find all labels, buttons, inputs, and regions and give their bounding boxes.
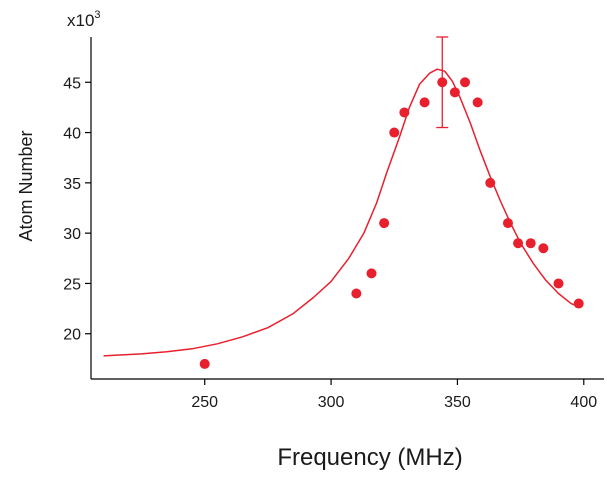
y-multiplier-exponent: 3 [94,9,100,21]
x-tick-label: 250 [191,394,218,411]
data-point [472,97,483,108]
y-tick-label: 30 [63,226,81,243]
y-tick-label: 35 [63,176,81,193]
y-multiplier-base: x10 [67,11,94,30]
y-axis-title: Atom Number [16,130,36,241]
x-axis-title: Frequency (MHz) [277,444,462,471]
x-tick-label: 350 [444,394,471,411]
axes [90,37,604,380]
data-point [437,77,448,88]
data-point [485,177,496,188]
data-point [351,288,362,299]
data-point [525,238,536,249]
data-point [573,298,584,309]
data-point [399,107,410,118]
data-point [449,87,460,98]
x-tick-label: 400 [570,394,597,411]
data-point [538,243,549,254]
data-point [419,97,430,108]
x-ticks: 250 300 350 400 [191,379,597,411]
y-ticks: 20 25 30 35 40 45 [63,75,91,344]
fit-curve [103,68,579,357]
data-point [553,278,564,289]
data-point [502,218,513,229]
data-point [389,127,400,138]
y-tick-label: 40 [63,126,81,143]
y-tick-label: 20 [63,327,81,344]
data-point [460,77,471,88]
fit-curve-layer [103,68,579,357]
x-tick-label: 300 [318,394,345,411]
data-points-layer [199,77,584,369]
data-point [366,268,377,279]
data-point [513,238,524,249]
y-tick-label: 25 [63,276,81,293]
y-multiplier: x103 [67,9,101,30]
data-point [199,358,210,369]
data-point [379,218,390,229]
y-tick-label: 45 [63,75,81,92]
